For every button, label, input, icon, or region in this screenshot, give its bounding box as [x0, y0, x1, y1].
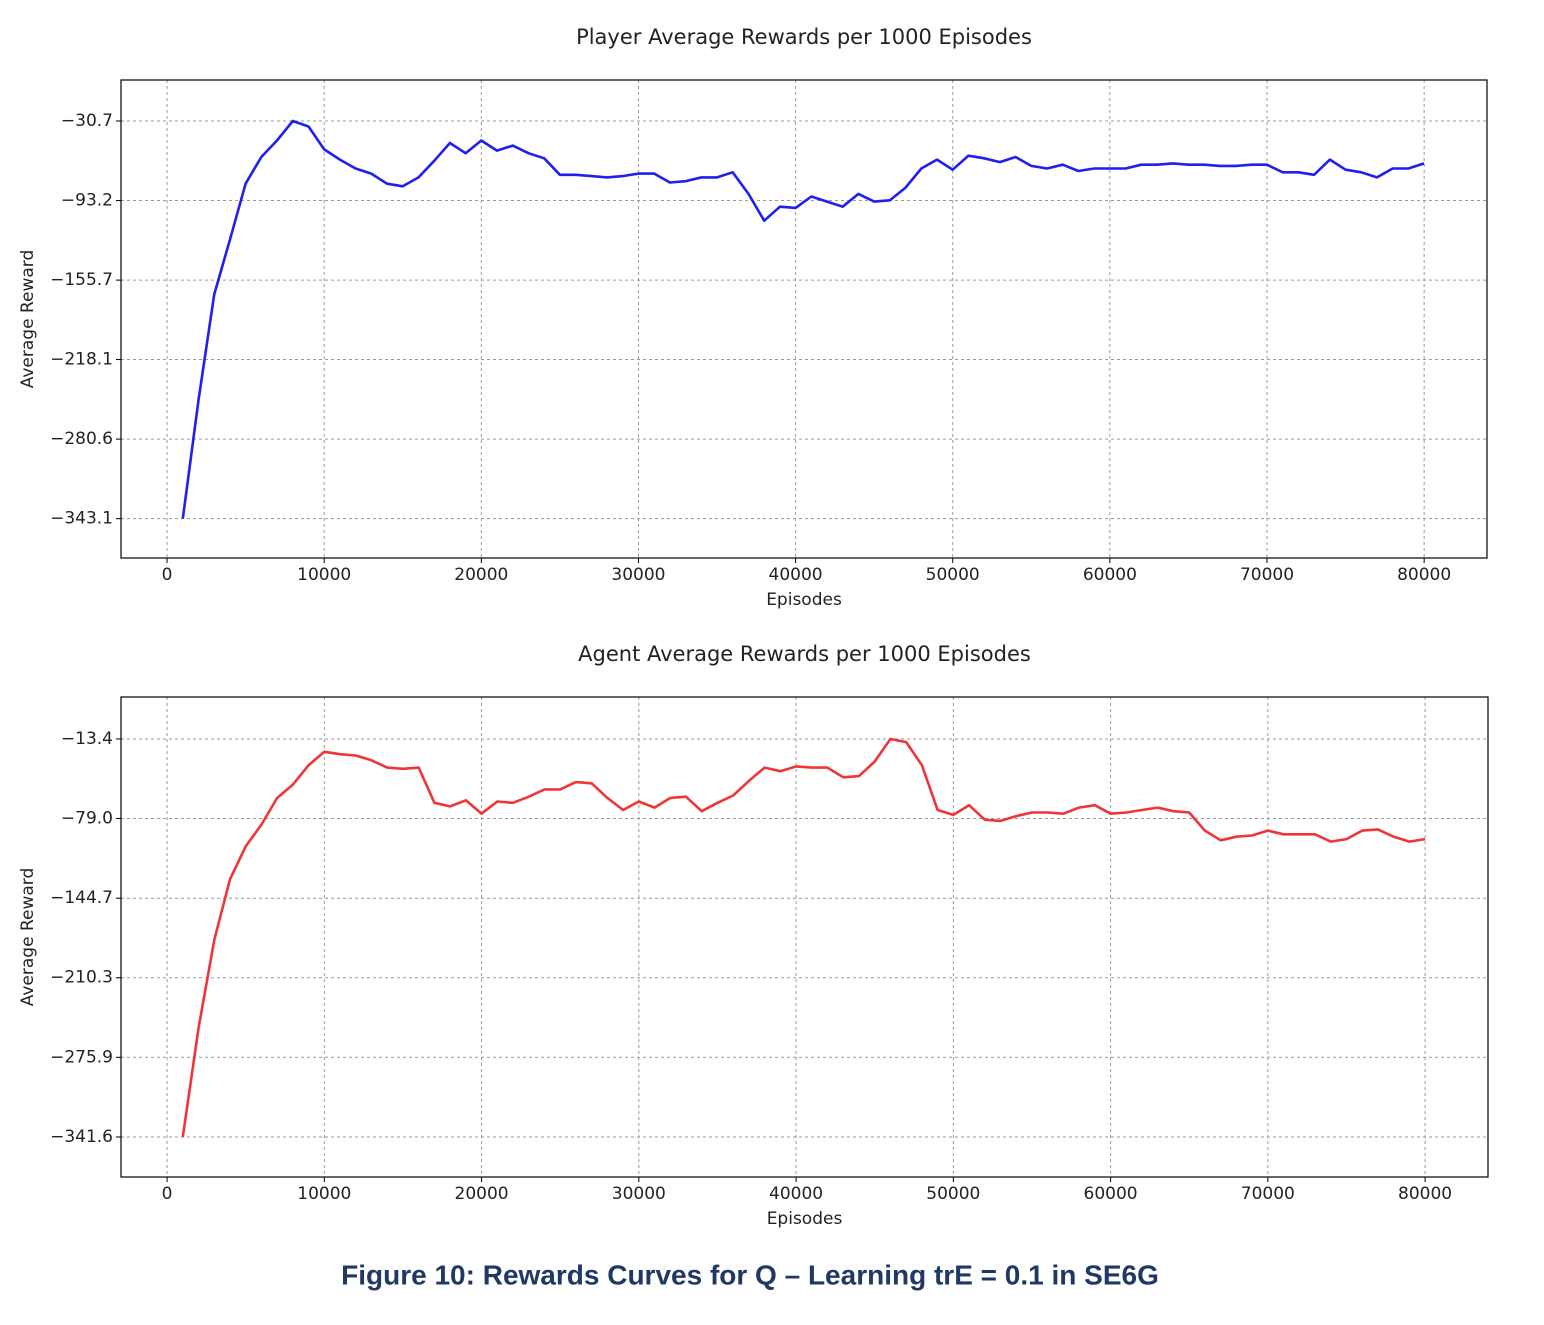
x-axis-label: Episodes [767, 1209, 843, 1229]
x-tick-label: 0 [162, 565, 173, 585]
x-tick-label: 70000 [1240, 565, 1294, 585]
x-tick-label: 80000 [1398, 1184, 1452, 1204]
x-tick-label: 30000 [611, 565, 665, 585]
x-tick-label: 20000 [454, 565, 508, 585]
y-tick-label: −275.9 [50, 1047, 113, 1067]
x-tick-label: 0 [162, 1184, 173, 1204]
x-tick-label: 10000 [297, 1184, 351, 1204]
figure-caption: Figure 10: Rewards Curves for Q – Learni… [341, 1259, 1159, 1290]
y-axis-label: Average Reward [18, 868, 38, 1007]
x-tick-label: 60000 [1084, 1184, 1138, 1204]
y-tick-label: −79.0 [61, 809, 113, 829]
y-tick-label: −93.2 [61, 191, 113, 211]
y-tick-label: −280.6 [50, 429, 113, 449]
x-tick-label: 50000 [926, 1184, 980, 1204]
x-tick-label: 50000 [926, 565, 980, 585]
x-axis-label: Episodes [766, 590, 842, 610]
y-tick-label: −13.4 [61, 729, 113, 749]
y-tick-label: −218.1 [50, 350, 113, 370]
x-tick-label: 70000 [1241, 1184, 1295, 1204]
plot-frame [120, 696, 1489, 1178]
y-tick-label: −343.1 [50, 509, 113, 529]
x-tick-label: 40000 [769, 565, 823, 585]
data-line [181, 119, 1425, 519]
x-tick-label: 80000 [1397, 565, 1451, 585]
x-tick-label: 10000 [297, 565, 351, 585]
x-tick-label: 20000 [455, 1184, 509, 1204]
plot-frame [120, 79, 1488, 559]
y-axis-label: Average Reward [18, 250, 38, 389]
chart-title: Agent Average Rewards per 1000 Episodes [578, 642, 1031, 666]
x-tick-label: 40000 [769, 1184, 823, 1204]
y-tick-label: −30.7 [61, 111, 113, 131]
data-line [181, 737, 1426, 1138]
x-tick-label: 30000 [612, 1184, 666, 1204]
y-tick-label: −341.6 [50, 1127, 113, 1147]
chart-title: Player Average Rewards per 1000 Episodes [576, 25, 1032, 49]
y-tick-label: −155.7 [50, 270, 113, 290]
x-tick-label: 60000 [1083, 565, 1137, 585]
y-tick-label: −144.7 [50, 888, 113, 908]
y-tick-label: −210.3 [50, 968, 113, 988]
